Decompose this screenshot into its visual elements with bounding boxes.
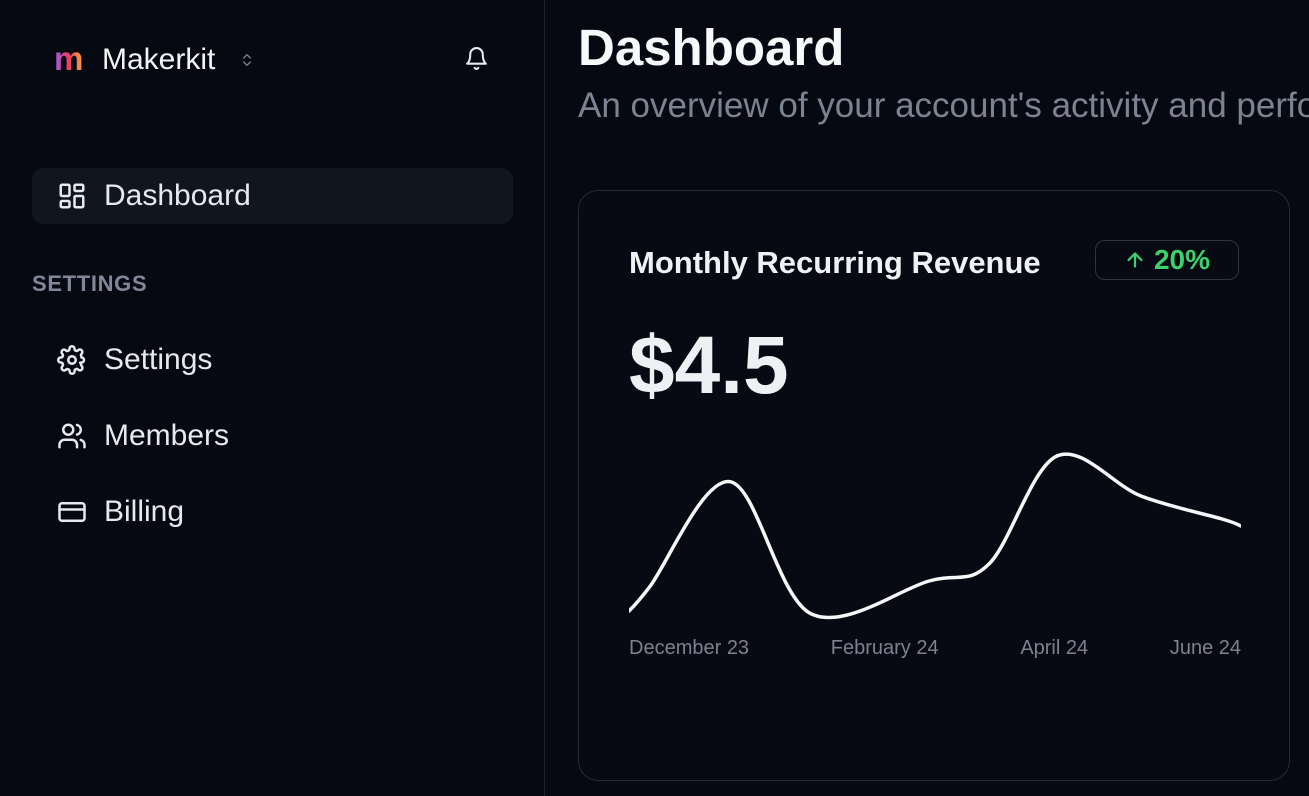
svg-text:m: m (54, 43, 83, 77)
